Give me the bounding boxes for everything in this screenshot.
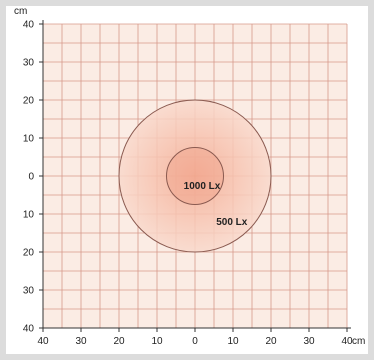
y-tick-label: 0: [28, 172, 34, 183]
y-tick-label: 20: [23, 96, 35, 107]
x-axis-unit: cm: [352, 336, 365, 347]
x-tick-label: 30: [303, 336, 315, 347]
y-tick-label: 40: [23, 20, 35, 31]
y-tick-label: 30: [23, 58, 35, 69]
y-tick-label: 10: [23, 210, 35, 221]
x-tick-label: 30: [75, 336, 87, 347]
axes: [39, 20, 351, 332]
y-axis-unit: cm: [14, 6, 27, 17]
y-tick-label: 10: [23, 134, 35, 145]
y-tick-label: 20: [23, 248, 35, 259]
x-tick-label: 0: [192, 336, 198, 347]
zone-1000-lx: [166, 147, 224, 205]
y-tick-label: 40: [23, 324, 35, 335]
x-tick-label: 40: [341, 336, 353, 347]
x-tick-label: 10: [227, 336, 239, 347]
y-tick-label: 30: [23, 286, 35, 297]
x-tick-labels: 40 30 20 10 0 10 20 30 40: [37, 336, 353, 347]
x-tick-label: 40: [37, 336, 49, 347]
zone-label-1000-lx: 1000 Lx: [184, 181, 221, 192]
x-tick-label: 20: [265, 336, 277, 347]
zone-label-500-lx: 500 Lx: [216, 217, 248, 228]
x-tick-label: 10: [151, 336, 163, 347]
x-tick-label: 20: [113, 336, 125, 347]
y-tick-labels: 40 30 20 10 0 10 20 30 40: [23, 20, 35, 335]
